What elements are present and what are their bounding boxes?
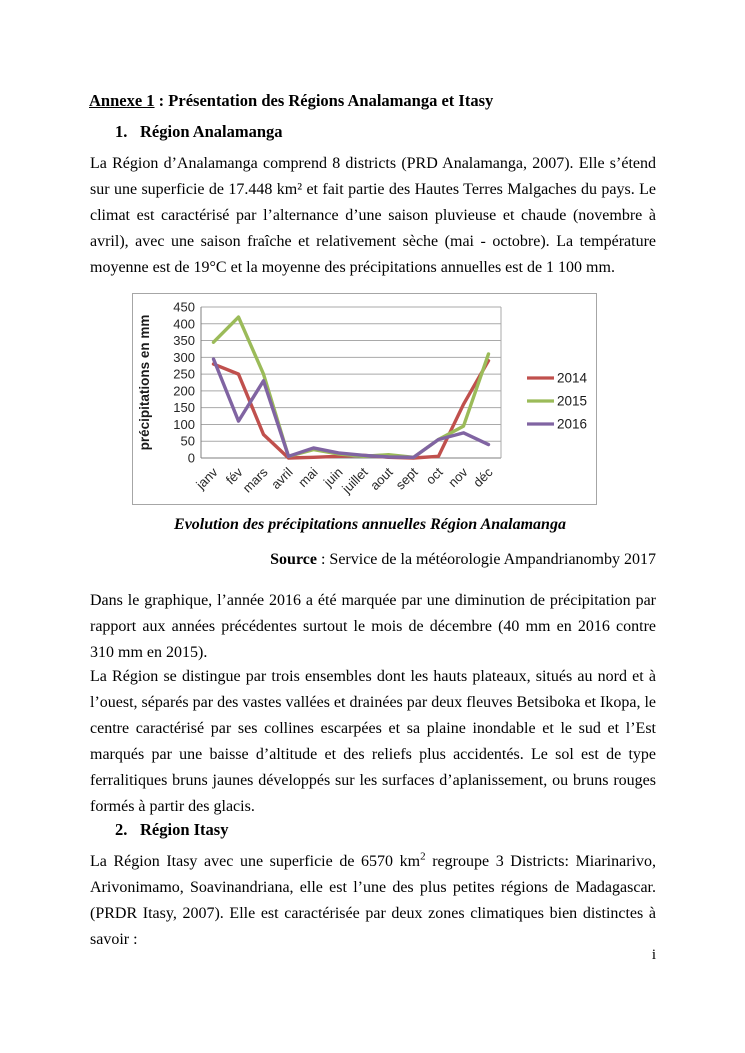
legend-label-2016: 2016 [557, 417, 587, 432]
y-tick-label: 100 [173, 417, 195, 432]
x-tick-label: aout [367, 464, 396, 493]
section-number: 2. [115, 820, 128, 839]
x-tick-label: sept [393, 464, 421, 492]
y-tick-label: 200 [173, 383, 195, 398]
x-tick-label: janv [192, 464, 221, 493]
annex-title-text: : Présentation des Régions Analamanga et… [154, 91, 494, 110]
paragraph-itasy-part2: regroupe 3 Districts: Miarinarivo, Arivo… [90, 853, 656, 948]
section-heading-itasy: 2. Région Itasy [115, 820, 228, 840]
x-tick-label: avril [268, 464, 296, 492]
y-tick-label: 400 [173, 316, 195, 331]
superscript-2: 2 [420, 850, 426, 863]
y-tick-label: 300 [173, 350, 195, 365]
annex-title-number: Annexe 1 [89, 91, 155, 110]
y-tick-label: 50 [181, 434, 195, 449]
figure-caption: Evolution des précipitations annuelles R… [174, 516, 566, 533]
section-number: 1. [115, 122, 128, 141]
x-tick-label: déc [470, 464, 496, 490]
source-line: Source : Service de la météorologie Ampa… [90, 551, 656, 569]
paragraph-analamanga-intro: La Région d’Analamanga comprend 8 distri… [90, 155, 656, 276]
annex-title: Annexe 1 : Présentation des Régions Anal… [89, 91, 493, 111]
x-tick-label: juillet [338, 464, 371, 497]
y-tick-label: 250 [173, 367, 195, 382]
y-axis-label: précipitations en mm [137, 315, 152, 451]
y-tick-label: 450 [173, 300, 195, 315]
y-tick-label: 150 [173, 400, 195, 415]
x-tick-label: mars [240, 464, 271, 495]
y-tick-label: 0 [188, 451, 195, 466]
precipitation-chart: 0 50 100 150 200 250 300 350 400 450 janv fév mars av… [132, 293, 597, 505]
series-line-2014 [211, 358, 491, 460]
x-tick-label: nov [445, 464, 471, 490]
x-tick-label: oct [423, 464, 446, 487]
paragraph-itasy-intro: La Région Itasy avec une superficie de 6… [90, 849, 656, 953]
legend-label-2014: 2014 [557, 371, 588, 386]
series-line-2016 [211, 357, 491, 460]
source-text: : Service de la météorologie Ampandriano… [316, 551, 656, 568]
page-number: i [651, 947, 657, 963]
section-label: Région Itasy [140, 820, 229, 839]
section-heading-analamanga: 1. Région Analamanga [115, 122, 283, 142]
source-label: Source [270, 551, 317, 568]
legend-label-2015: 2015 [557, 394, 587, 409]
x-tick-label: mai [295, 464, 320, 489]
paragraph-graph-comment: Dans le graphique, l’année 2016 a été ma… [90, 592, 656, 661]
section-label: Région Analamanga [140, 122, 283, 141]
y-tick-label: 350 [173, 333, 195, 348]
paragraph-itasy-part1: La Région Itasy avec une superficie de 6… [90, 853, 421, 870]
paragraph-relief: La Région se distingue par trois ensembl… [90, 668, 657, 815]
